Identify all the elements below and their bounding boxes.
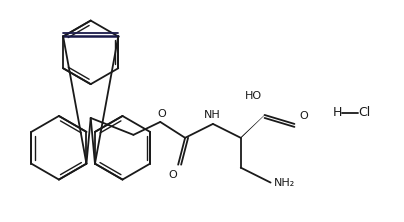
Text: NH: NH: [204, 110, 220, 120]
Text: H: H: [332, 107, 342, 119]
Text: O: O: [169, 170, 177, 180]
Polygon shape: [241, 115, 265, 138]
Text: Cl: Cl: [358, 107, 370, 119]
Text: O: O: [157, 109, 166, 119]
Text: O: O: [299, 111, 308, 121]
Text: NH₂: NH₂: [274, 178, 295, 188]
Text: HO: HO: [245, 91, 262, 101]
